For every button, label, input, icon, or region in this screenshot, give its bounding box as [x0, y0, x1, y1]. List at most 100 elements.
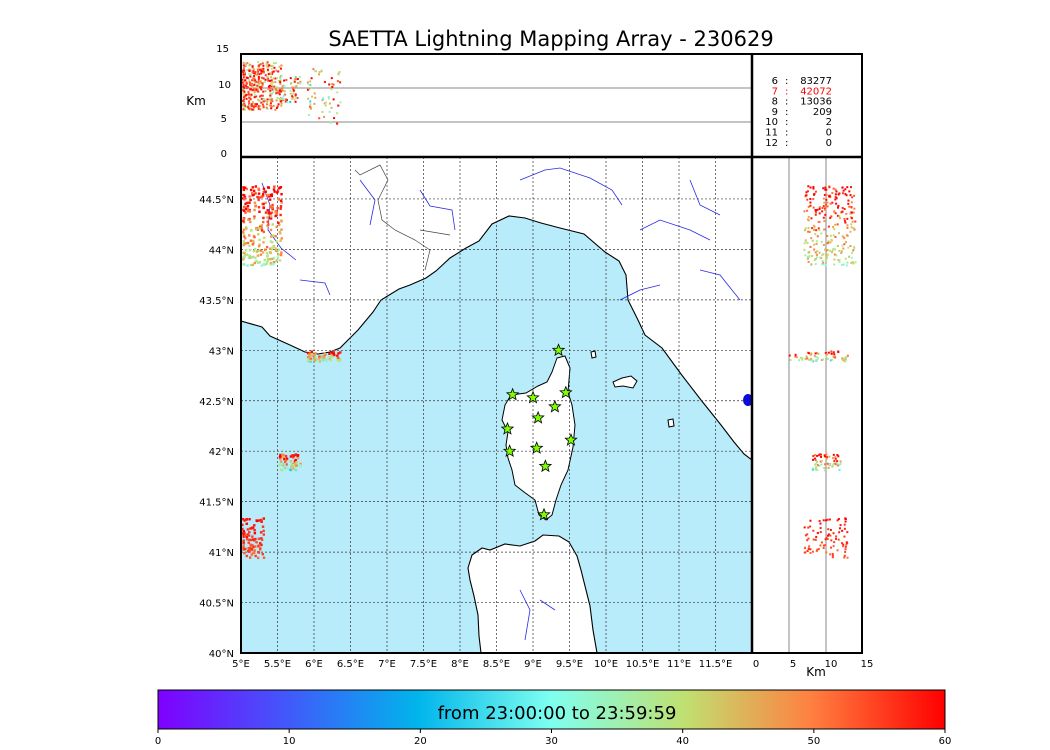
lightning-source	[323, 352, 327, 355]
lightning-source-altitude	[309, 103, 312, 106]
lightning-source-latitude	[821, 254, 824, 257]
lightning-source	[266, 209, 269, 212]
lightning-source-altitude	[242, 108, 245, 111]
lightning-source	[273, 190, 276, 193]
lightning-source	[325, 359, 328, 363]
lightning-source	[258, 225, 262, 228]
lightning-source	[241, 208, 244, 212]
lightning-source-altitude	[262, 106, 265, 109]
lightning-source	[270, 194, 273, 197]
lightning-source	[257, 187, 260, 190]
lightning-source	[247, 209, 250, 213]
lightning-source-altitude	[298, 76, 301, 79]
lightning-source-altitude	[242, 73, 245, 76]
lightning-source	[279, 213, 282, 217]
lat-tick-label: 44°N	[209, 245, 234, 256]
lightning-source-altitude	[274, 81, 277, 84]
lightning-source-altitude	[285, 98, 288, 101]
lightning-source	[242, 205, 246, 209]
lightning-source-latitude	[830, 539, 833, 542]
lightning-source-latitude	[820, 463, 823, 466]
lightning-source-altitude	[281, 88, 284, 91]
lightning-source-altitude	[249, 73, 252, 76]
lightning-source-latitude	[811, 239, 814, 242]
lightning-source-altitude	[299, 82, 302, 85]
lightning-source	[279, 232, 282, 235]
lightning-source-latitude	[840, 250, 843, 253]
lightning-source-latitude	[841, 263, 844, 266]
lightning-source-latitude	[830, 215, 833, 218]
lightning-source-latitude	[788, 354, 791, 357]
lightning-source	[248, 248, 252, 252]
lightning-source	[251, 186, 255, 189]
lightning-source-altitude	[253, 106, 256, 109]
lightning-source-altitude	[283, 85, 286, 88]
lightning-source	[262, 202, 265, 206]
lightning-source-altitude	[243, 86, 246, 89]
lightning-source-altitude	[266, 101, 269, 104]
lightning-source-latitude	[816, 250, 819, 253]
lightning-source	[258, 548, 262, 551]
lightning-source	[279, 457, 282, 461]
station-star	[548, 399, 562, 413]
lightning-source-latitude	[808, 231, 811, 234]
lightning-source-latitude	[814, 538, 817, 541]
lightning-source	[245, 522, 248, 525]
lightning-source-altitude	[248, 80, 251, 83]
lightning-source-altitude	[264, 78, 267, 81]
lightning-source-latitude	[846, 217, 849, 220]
lightning-source-latitude	[807, 547, 810, 550]
lightning-source-altitude	[247, 90, 250, 93]
lightning-source-latitude	[831, 191, 834, 194]
lightning-source-latitude	[834, 457, 837, 460]
lightning-source-latitude	[824, 259, 827, 262]
lightning-source	[253, 531, 257, 535]
lightning-source-altitude	[275, 106, 278, 109]
lightning-source-latitude	[834, 223, 837, 226]
lightning-source-latitude	[826, 518, 829, 521]
lightning-source-latitude	[810, 352, 813, 355]
lightning-source-latitude	[850, 226, 853, 229]
lightning-source	[255, 259, 258, 263]
lightning-source-altitude	[307, 97, 310, 100]
lightning-source-altitude	[336, 91, 339, 94]
lightning-source-latitude	[841, 192, 844, 195]
lightning-source	[241, 197, 244, 200]
lightning-source-latitude	[829, 202, 832, 205]
lightning-source-altitude	[321, 99, 324, 102]
lightning-source-altitude	[328, 83, 331, 86]
lightning-source	[278, 223, 281, 227]
lightning-source	[330, 355, 333, 359]
lightning-source-latitude	[813, 355, 816, 358]
lightning-source	[284, 459, 288, 462]
lightning-source-altitude	[294, 94, 297, 97]
lightning-source-latitude	[795, 356, 798, 359]
lightning-source-altitude	[269, 92, 272, 95]
lightning-source-altitude	[333, 117, 336, 120]
lightning-source-altitude	[275, 86, 278, 89]
lightning-source-altitude	[293, 80, 296, 83]
lightning-source-latitude	[825, 254, 828, 257]
station-count-value: 0	[826, 138, 832, 149]
lightning-source	[249, 198, 252, 202]
lightning-source-altitude	[249, 69, 252, 72]
lightning-source-altitude	[330, 106, 333, 109]
lightning-source-altitude	[289, 89, 292, 92]
lightning-source	[250, 191, 254, 195]
lightning-source	[253, 261, 257, 265]
lightning-source-latitude	[819, 544, 822, 547]
lightning-source	[246, 207, 249, 211]
lightning-source	[324, 358, 328, 362]
lightning-source-altitude	[271, 65, 274, 68]
lightning-source-latitude	[814, 459, 817, 462]
lightning-source-latitude	[815, 253, 818, 256]
lightning-source-altitude	[278, 93, 281, 96]
lightning-source-altitude	[243, 100, 246, 103]
lightning-source	[249, 263, 253, 267]
lightning-source-latitude	[833, 210, 836, 213]
lightning-source-latitude	[841, 186, 844, 189]
lightning-source	[243, 237, 247, 240]
lightning-source-altitude	[243, 73, 246, 76]
lightning-source	[257, 192, 261, 195]
lightning-source	[269, 263, 272, 266]
